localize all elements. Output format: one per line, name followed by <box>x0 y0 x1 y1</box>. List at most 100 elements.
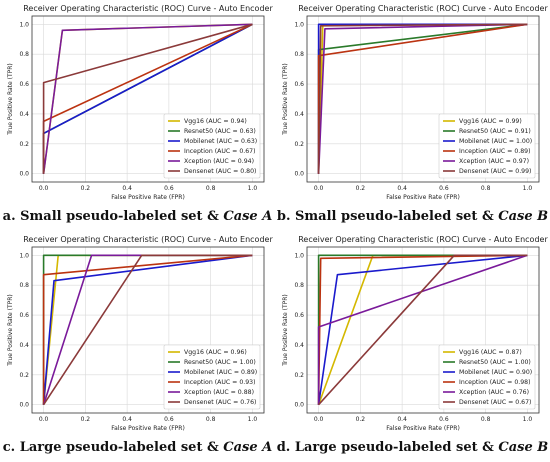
caption-c-text: c. Large pseudo-labeled set & <box>2 440 224 455</box>
x-tick-label: 1.0 <box>248 185 258 192</box>
roc-curve-series-6 <box>317 23 528 174</box>
chart-title: Receiver Operating Characteristic (ROC) … <box>298 4 548 13</box>
legend-entry: Vgg16 (AUC = 0.87) <box>459 349 522 356</box>
x-tick-label: 0.8 <box>481 185 491 192</box>
x-tick-label: 0.0 <box>39 416 49 423</box>
caption-a-text: a. Small pseudo-labeled set & <box>2 209 224 224</box>
caption-b-text: b. Small pseudo-labeled set & <box>276 209 499 224</box>
y-tick-label: 1.0 <box>19 252 29 259</box>
legend-entry: Densenet (AUC = 0.99) <box>459 168 531 175</box>
y-tick-label: 0.0 <box>19 171 29 178</box>
y-tick-label: 0.6 <box>294 312 304 319</box>
y-tick-label: 0.4 <box>19 111 29 118</box>
y-tick-label: 0.4 <box>294 342 304 349</box>
legend-entry: Densenet (AUC = 0.76) <box>184 399 256 406</box>
roc-chart-b: Receiver Operating Characteristic (ROC) … <box>282 4 548 201</box>
legend-entry: Xception (AUC = 0.76) <box>459 389 529 396</box>
legend-entry: Inception (AUC = 0.89) <box>459 148 531 155</box>
x-tick-label: 0.4 <box>397 185 407 192</box>
caption-c: c. Large pseudo-labeled set & Case A <box>0 440 275 455</box>
y-tick-label: 0.8 <box>19 282 29 289</box>
legend-entry: Mobilenet (AUC = 0.89) <box>184 369 257 376</box>
x-tick-label: 0.8 <box>206 185 216 192</box>
caption-d-text: d. Large pseudo-labeled set & <box>276 440 499 455</box>
x-tick-label: 0.8 <box>481 416 491 423</box>
legend-entry: Mobilenet (AUC = 0.90) <box>459 369 532 376</box>
x-axis-label: False Positive Rate (FPR) <box>111 194 185 201</box>
caption-a: a. Small pseudo-labeled set & Case A <box>0 209 275 224</box>
legend-entry: Vgg16 (AUC = 0.94) <box>184 118 247 125</box>
roc-chart-d: Receiver Operating Characteristic (ROC) … <box>282 235 548 432</box>
roc-panel-c: Receiver Operating Characteristic (ROC) … <box>0 231 275 462</box>
axes-frame <box>31 246 265 414</box>
x-axis-label: False Positive Rate (FPR) <box>386 194 460 201</box>
x-tick-label: 0.0 <box>39 185 49 192</box>
legend-entry: Resnet50 (AUC = 0.63) <box>184 128 256 135</box>
legend-entry: Resnet50 (AUC = 1.00) <box>184 359 256 366</box>
caption-d-case: Case B <box>498 440 549 455</box>
legend-entry: Inception (AUC = 0.67) <box>184 148 256 155</box>
x-tick-label: 0.2 <box>356 185 366 192</box>
legend-entry: Xception (AUC = 0.97) <box>459 158 529 165</box>
x-tick-label: 0.8 <box>206 416 216 423</box>
caption-a-case: Case A <box>223 209 273 224</box>
legend-entry: Vgg16 (AUC = 0.99) <box>459 118 522 125</box>
caption-d-text-wrap: d. Large pseudo-labeled set & Case B <box>275 440 550 455</box>
y-tick-label: 0.4 <box>19 342 29 349</box>
x-tick-label: 0.4 <box>397 416 407 423</box>
y-axis-label: True Positive Rate (TPR) <box>7 63 14 136</box>
legend-entry: Mobilenet (AUC = 0.63) <box>184 138 257 145</box>
roc-curve-series-5 <box>317 23 528 174</box>
y-tick-label: 1.0 <box>294 21 304 28</box>
x-tick-label: 0.4 <box>122 416 132 423</box>
x-tick-label: 0.6 <box>164 185 174 192</box>
legend-entry: Xception (AUC = 0.88) <box>184 389 254 396</box>
x-tick-label: 0.2 <box>81 185 91 192</box>
x-tick-label: 1.0 <box>523 416 533 423</box>
roc-curve-series-3 <box>317 254 528 405</box>
y-tick-label: 0.0 <box>19 402 29 409</box>
axes-frame <box>31 15 265 183</box>
y-tick-label: 0.8 <box>19 51 29 58</box>
y-tick-label: 1.0 <box>19 21 29 28</box>
y-axis-label: True Positive Rate (TPR) <box>282 294 289 367</box>
legend-box <box>438 344 536 410</box>
x-tick-label: 0.6 <box>164 416 174 423</box>
roc-panel-b: Receiver Operating Characteristic (ROC) … <box>275 0 550 231</box>
legend-entry: Resnet50 (AUC = 1.00) <box>459 359 531 366</box>
chart-title: Receiver Operating Characteristic (ROC) … <box>298 235 548 244</box>
legend-entry: Inception (AUC = 0.98) <box>459 379 531 386</box>
x-tick-label: 0.2 <box>356 416 366 423</box>
y-tick-label: 0.8 <box>294 51 304 58</box>
x-tick-label: 1.0 <box>523 185 533 192</box>
y-tick-label: 0.2 <box>19 372 29 379</box>
roc-curve-series-5 <box>317 254 528 405</box>
chart-title: Receiver Operating Characteristic (ROC) … <box>23 235 273 244</box>
legend-box <box>163 113 261 179</box>
x-tick-label: 1.0 <box>248 416 258 423</box>
x-tick-label: 0.0 <box>314 416 324 423</box>
y-tick-label: 0.6 <box>294 81 304 88</box>
legend-box <box>438 113 536 179</box>
y-tick-label: 1.0 <box>294 252 304 259</box>
legend-entry: Resnet50 (AUC = 0.91) <box>459 128 531 135</box>
y-tick-label: 0.4 <box>294 111 304 118</box>
y-tick-label: 0.6 <box>19 81 29 88</box>
x-tick-label: 0.2 <box>81 416 91 423</box>
x-tick-label: 0.6 <box>439 185 449 192</box>
legend-entry: Mobilenet (AUC = 1.00) <box>459 138 532 145</box>
y-tick-label: 0.2 <box>19 141 29 148</box>
y-tick-label: 0.0 <box>294 402 304 409</box>
caption-b-case: Case B <box>498 209 549 224</box>
roc-curve-series-4 <box>42 254 253 405</box>
roc-panel-d: Receiver Operating Characteristic (ROC) … <box>275 231 550 462</box>
y-axis-label: True Positive Rate (TPR) <box>7 294 14 367</box>
roc-curve-series-5 <box>42 23 253 174</box>
roc-panel-a: Receiver Operating Characteristic (ROC) … <box>0 0 275 231</box>
legend-entry: Vgg16 (AUC = 0.96) <box>184 349 247 356</box>
roc-curve-series-6 <box>318 254 528 406</box>
caption-b: b. Small pseudo-labeled set & Case B <box>275 209 550 224</box>
x-axis-label: False Positive Rate (FPR) <box>386 425 460 432</box>
x-axis-label: False Positive Rate (FPR) <box>111 425 185 432</box>
x-tick-label: 0.0 <box>314 185 324 192</box>
